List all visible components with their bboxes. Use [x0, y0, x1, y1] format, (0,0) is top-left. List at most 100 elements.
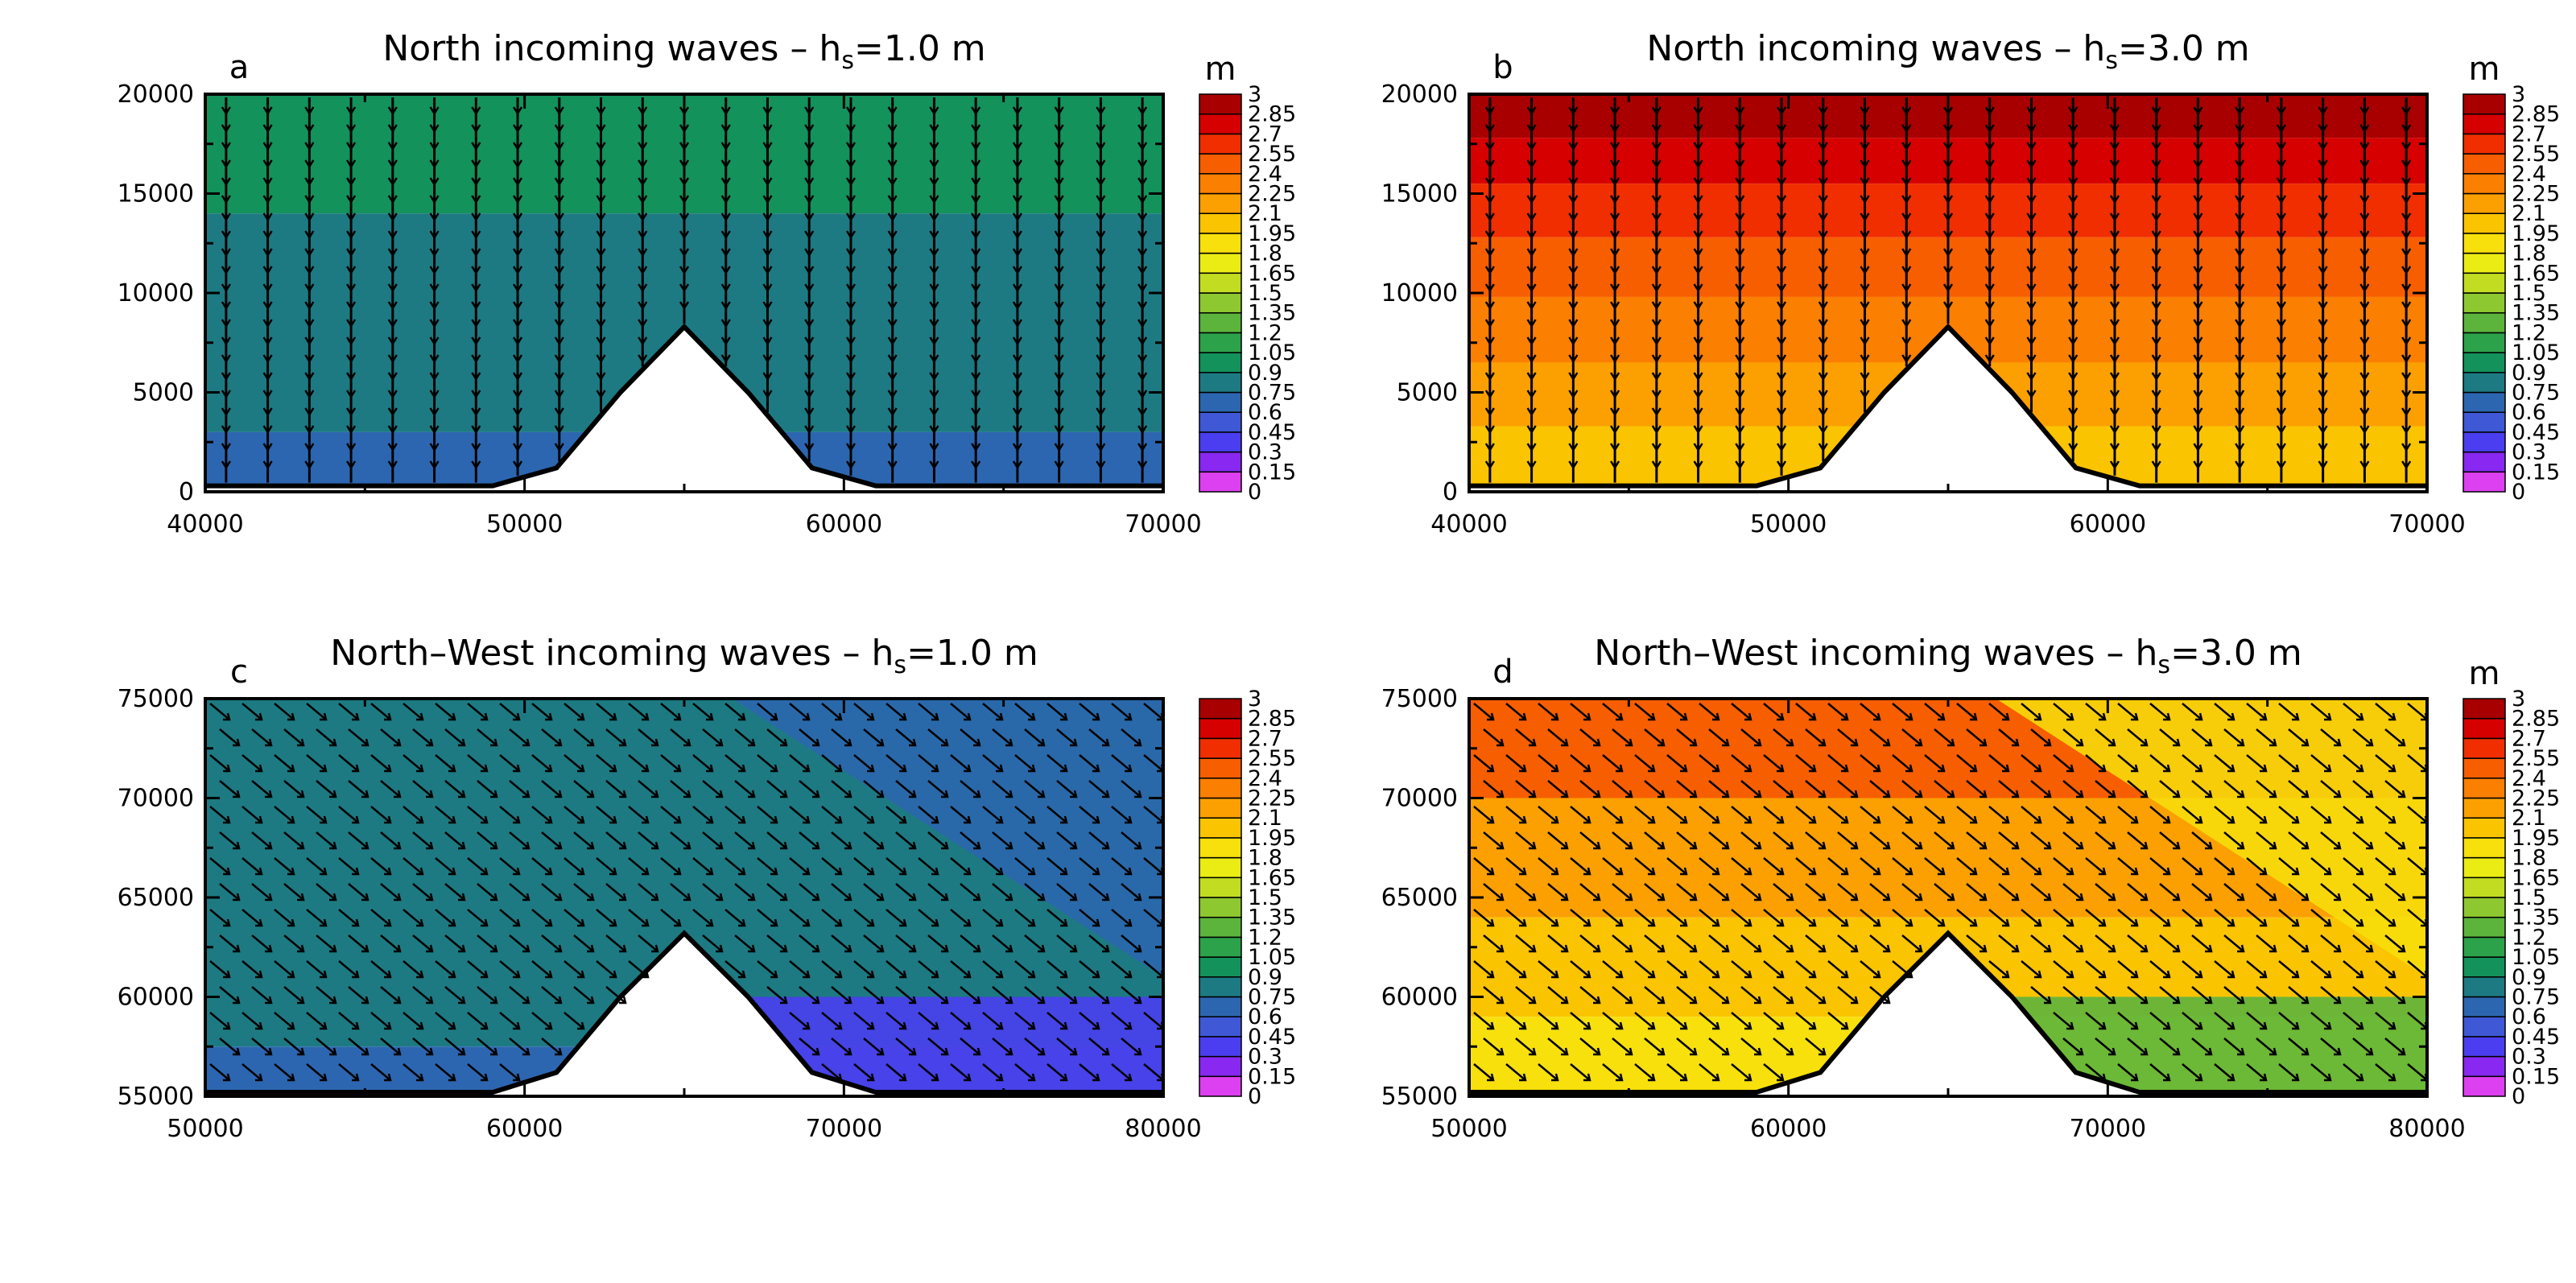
- wave-vector: [541, 883, 563, 901]
- wave-vector-head: [720, 319, 731, 328]
- wave-vector-head: [1610, 159, 1620, 169]
- colorbar-label: 0.3: [1248, 440, 1282, 465]
- colorbar-label: 0.15: [2512, 1064, 2560, 1089]
- wave-vector: [2352, 934, 2374, 953]
- wave-vector-head: [887, 230, 898, 240]
- colorbar-label: 1.2: [2512, 925, 2546, 950]
- wave-vector-head: [1693, 283, 1703, 293]
- wave-vector-head: [1012, 283, 1022, 293]
- wave-vector: [1644, 831, 1666, 850]
- wave-vector-head: [1484, 159, 1495, 169]
- wave-vector-head: [804, 212, 815, 222]
- wave-vector-head: [1776, 283, 1787, 293]
- wave-vector-head: [2235, 372, 2245, 382]
- colorbar-label: 1.8: [2512, 846, 2546, 871]
- wave-vector: [799, 986, 820, 1005]
- wave-vector-head: [596, 195, 606, 204]
- wave-vector-head: [2235, 301, 2245, 311]
- colorbar-label: 0.45: [2512, 1025, 2560, 1050]
- wave-vector: [1079, 1012, 1100, 1030]
- wave-vector: [2288, 728, 2310, 747]
- wave-vector: [853, 909, 875, 927]
- wave-vector-head: [2109, 106, 2120, 116]
- wave-vector: [402, 909, 424, 927]
- wave-vector: [1827, 909, 1849, 927]
- wave-vector: [316, 986, 337, 1005]
- wave-vector: [895, 1038, 917, 1056]
- wave-vector: [283, 780, 305, 798]
- panel-title: North incoming waves – hs=3.0 m: [1646, 28, 2249, 75]
- wave-vector-head: [638, 336, 648, 346]
- wave-vector-head: [2235, 248, 2245, 258]
- wave-vector: [692, 754, 714, 773]
- wave-vector: [2343, 1012, 2364, 1030]
- wave-vector-head: [2235, 283, 2245, 293]
- wave-vector-head: [1735, 106, 1745, 116]
- wave-vector-head: [2026, 124, 2037, 134]
- wave-vector-head: [596, 106, 606, 116]
- colorbar-cell: [2462, 173, 2506, 195]
- wave-vector-head: [512, 425, 523, 435]
- wave-vector-head: [1651, 390, 1662, 399]
- wave-vector-head: [1484, 195, 1495, 204]
- wave-vector-head: [2401, 124, 2412, 134]
- wave-vector: [692, 909, 714, 927]
- wave-vector: [2343, 857, 2364, 876]
- wave-vector-head: [887, 443, 898, 452]
- wave-vector: [757, 960, 778, 979]
- colorbar-cell: [2462, 451, 2506, 473]
- wave-vector-head: [554, 283, 564, 293]
- wave-vector-head: [2026, 177, 2037, 187]
- wave-vector-head: [1610, 372, 1620, 382]
- wave-vector-head: [804, 390, 815, 399]
- wave-vector-head: [1484, 266, 1495, 275]
- wave-vector-head: [929, 106, 939, 116]
- wave-vector-head: [762, 336, 773, 346]
- wave-vector-head: [1818, 319, 1828, 328]
- wave-vector: [2384, 1038, 2406, 1056]
- wave-vector-head: [304, 212, 315, 222]
- wave-vector: [1024, 728, 1046, 747]
- wave-vector-head: [304, 124, 315, 134]
- wave-vector: [1111, 1063, 1133, 1082]
- wave-vector: [2095, 986, 2116, 1005]
- wave-vector-head: [2068, 354, 2079, 364]
- wave-vector-head: [304, 266, 315, 275]
- wave-vector: [1676, 1038, 1698, 1056]
- panel-title-subscript: s: [894, 651, 906, 679]
- wave-vector: [1966, 831, 1988, 850]
- wave-vector: [1046, 806, 1068, 824]
- wave-vector: [1731, 857, 1752, 876]
- wave-vector: [1805, 780, 1827, 798]
- wave-vector: [2384, 883, 2406, 901]
- wave-vector-head: [2235, 230, 2245, 240]
- wave-vector: [1988, 857, 2010, 876]
- wave-vector: [2062, 883, 2084, 901]
- wave-vector-head: [2193, 460, 2203, 470]
- colorbar-label: 1.05: [1248, 945, 1296, 970]
- wave-vector: [2352, 1038, 2374, 1056]
- wave-vector: [2095, 780, 2116, 798]
- wave-vector-head: [2276, 372, 2286, 382]
- wave-vector: [1892, 754, 1913, 773]
- wave-vector-head: [2193, 354, 2203, 364]
- wave-vector-head: [887, 283, 898, 293]
- wave-vector: [918, 857, 939, 876]
- wave-vector: [1998, 934, 2020, 953]
- wave-vector: [638, 831, 659, 850]
- wave-vector-head: [221, 372, 231, 382]
- colorbar-cell: [1199, 916, 1242, 939]
- wave-vector-head: [1610, 266, 1620, 275]
- wave-vector: [1860, 754, 1881, 773]
- wave-vector-head: [2276, 407, 2286, 417]
- wave-vector-head: [1901, 301, 1912, 311]
- wave-vector-head: [262, 372, 273, 382]
- colorbar-label: 0: [1248, 480, 1261, 505]
- wave-vector-head: [2193, 336, 2203, 346]
- wave-vector: [1046, 857, 1068, 876]
- wave-vector: [886, 857, 907, 876]
- wave-vector: [1924, 909, 1946, 927]
- wave-vector-head: [971, 460, 981, 470]
- wave-vector-head: [2193, 142, 2203, 151]
- wave-vector: [316, 1038, 337, 1056]
